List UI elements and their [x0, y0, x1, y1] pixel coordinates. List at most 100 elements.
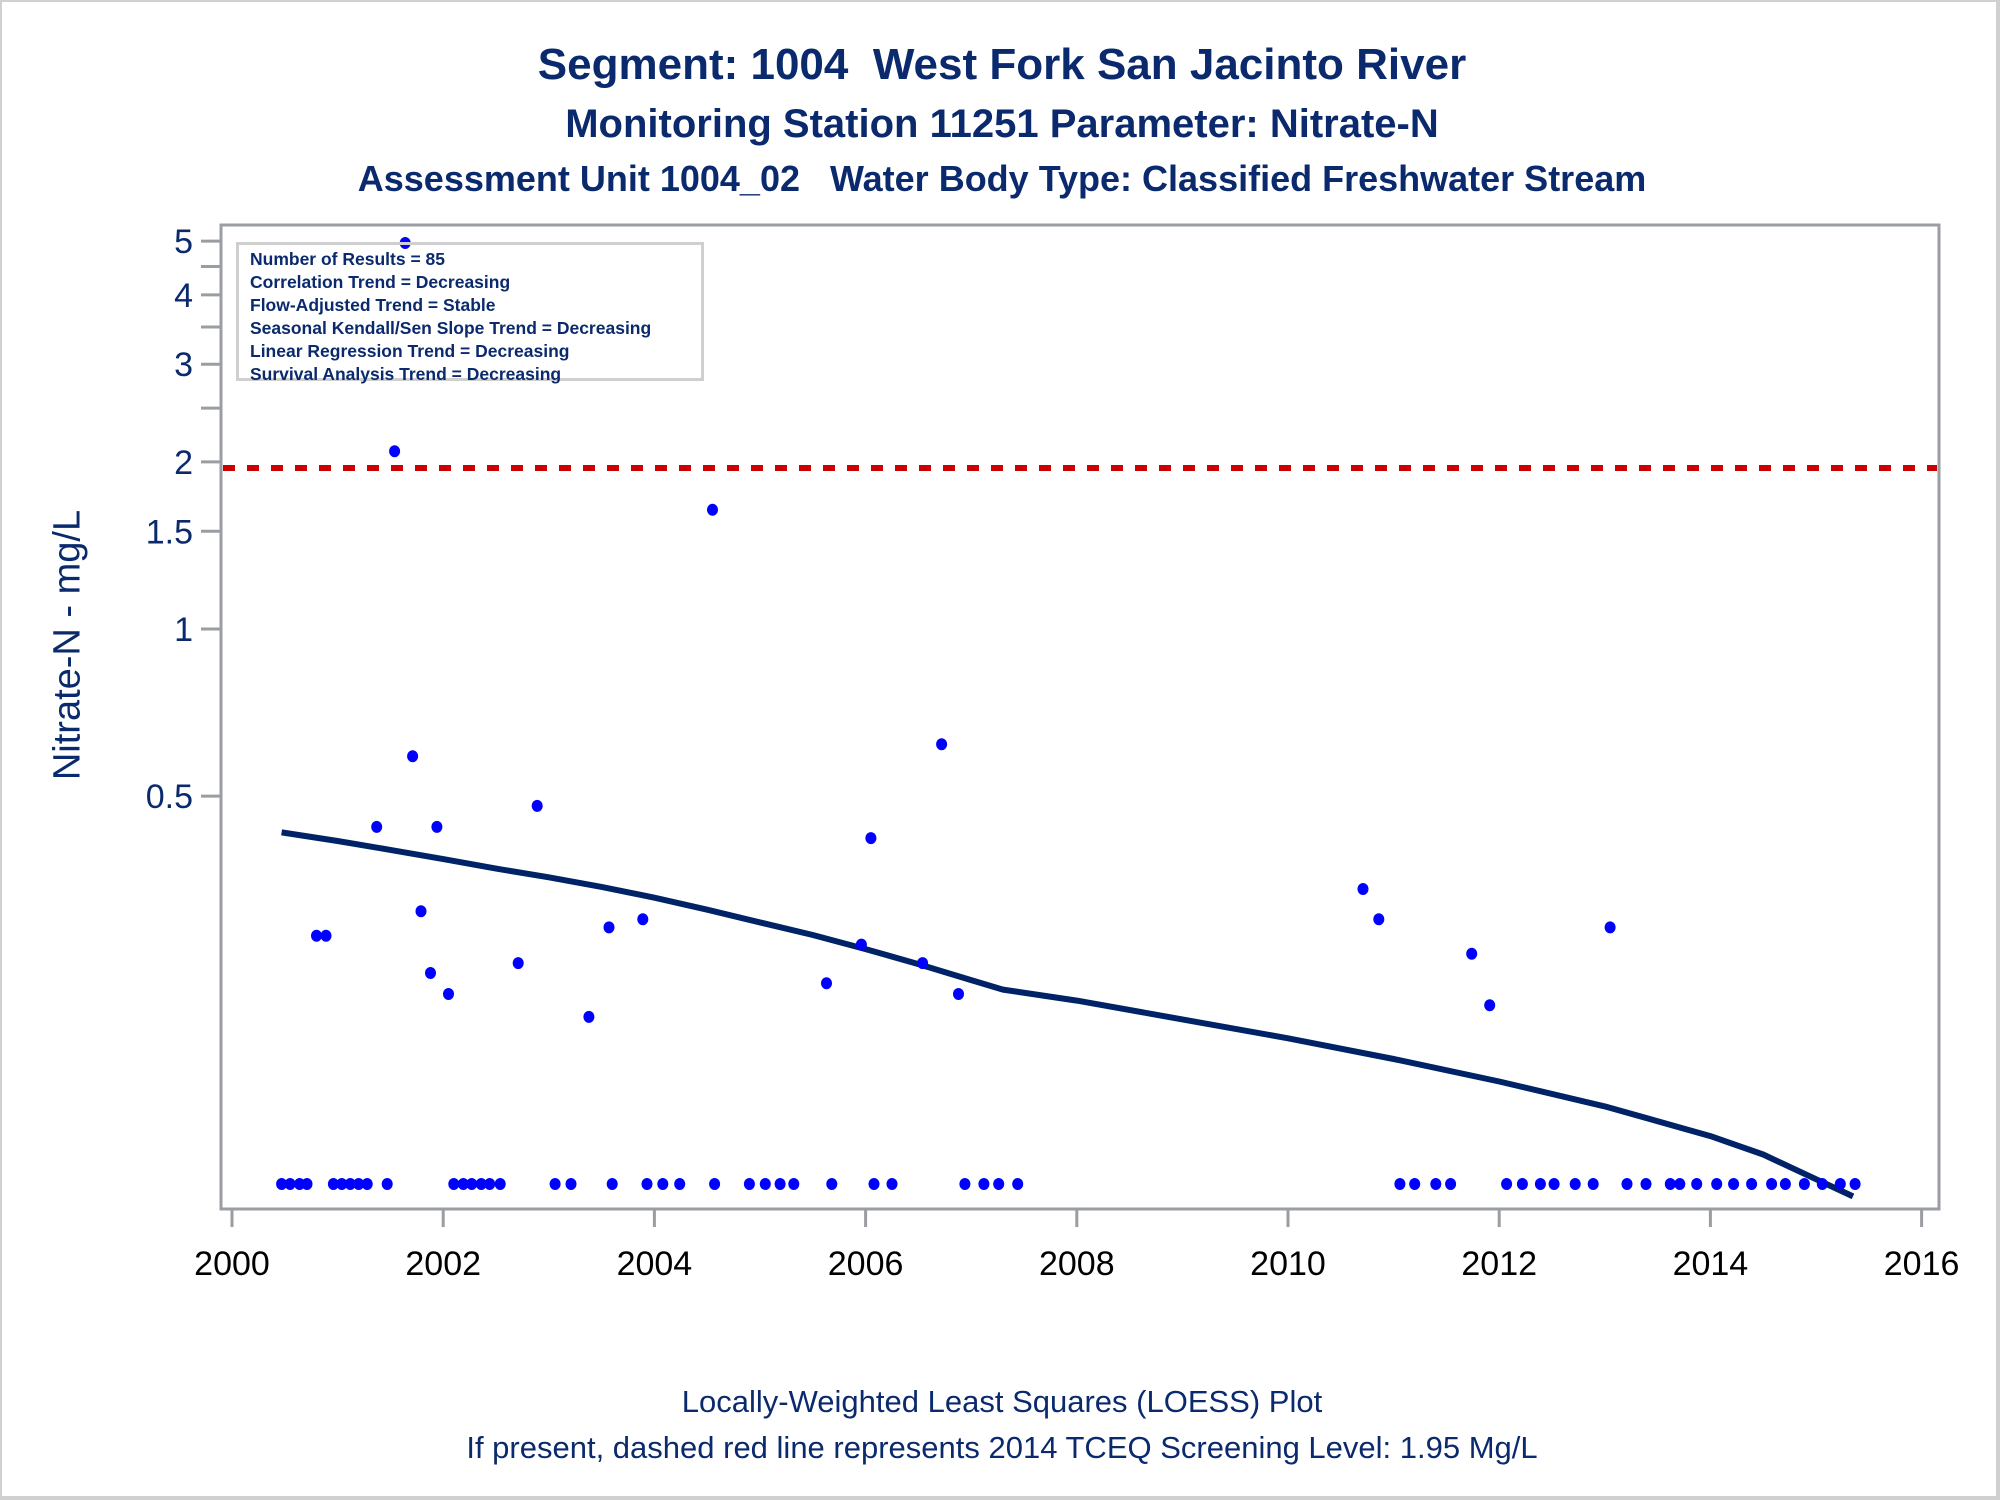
- data-point: [743, 1178, 755, 1190]
- y-tick-label: 0.5: [146, 778, 193, 816]
- stats-legend-box: Number of Results = 85 Correlation Trend…: [236, 242, 704, 384]
- data-point: [407, 750, 419, 763]
- y-tick-label: 3: [174, 346, 193, 384]
- data-point: [320, 929, 332, 942]
- chart-subtitle-station: Monitoring Station 11251 Parameter: Nitr…: [565, 102, 1439, 146]
- y-tick-label: 4: [174, 277, 193, 315]
- data-point: [821, 977, 832, 990]
- data-point: [1373, 913, 1385, 926]
- data-point: [565, 1178, 577, 1190]
- y-tick-label: 2: [174, 444, 193, 482]
- data-point: [301, 1178, 313, 1190]
- data-point: [475, 1178, 487, 1190]
- data-point: [1664, 1178, 1676, 1190]
- data-point: [641, 1178, 653, 1190]
- data-point: [1711, 1178, 1723, 1190]
- data-point: [674, 1178, 686, 1190]
- data-point: [886, 1178, 898, 1190]
- data-point: [512, 957, 524, 970]
- data-point: [1766, 1178, 1778, 1190]
- data-point: [606, 1178, 618, 1190]
- data-point: [1604, 921, 1616, 934]
- data-point: [1691, 1178, 1703, 1190]
- data-point: [788, 1178, 800, 1190]
- data-point: [709, 1178, 721, 1190]
- data-point: [1640, 1178, 1652, 1190]
- data-point: [959, 1178, 971, 1190]
- data-point: [466, 1178, 478, 1190]
- x-tick-label: 2006: [828, 1245, 904, 1283]
- data-point: [353, 1178, 365, 1190]
- x-tick-label: 2014: [1673, 1245, 1749, 1283]
- data-point: [865, 832, 877, 845]
- data-point: [707, 503, 718, 516]
- data-point: [1516, 1178, 1528, 1190]
- legend-survival-analysis-trend: Survival Analysis Trend = Decreasing: [250, 364, 562, 384]
- data-point: [371, 820, 383, 833]
- data-point: [1012, 1178, 1024, 1190]
- data-point: [344, 1178, 356, 1190]
- data-point: [415, 905, 427, 918]
- data-point: [657, 1178, 669, 1190]
- data-point: [1621, 1178, 1633, 1190]
- data-point: [1849, 1178, 1861, 1190]
- chart-subtitle-assessment-unit: Assessment Unit 1004_02 Water Body Type:…: [357, 158, 1647, 199]
- data-point: [494, 1178, 506, 1190]
- data-point: [1569, 1178, 1581, 1190]
- data-point: [1746, 1178, 1758, 1190]
- x-tick-label: 2002: [405, 1245, 481, 1283]
- data-point: [993, 1178, 1005, 1190]
- data-point: [531, 799, 543, 812]
- data-point: [774, 1178, 786, 1190]
- x-tick-label: 2004: [617, 1245, 693, 1283]
- data-point: [826, 1178, 838, 1190]
- y-tick-label: 1.5: [146, 513, 193, 551]
- x-tick-label: 2010: [1250, 1245, 1326, 1283]
- data-point: [855, 938, 867, 951]
- data-point: [978, 1178, 990, 1190]
- data-point: [603, 921, 615, 934]
- data-point: [389, 445, 401, 458]
- y-tick-label: 1: [174, 611, 193, 649]
- footnote-loess: Locally-Weighted Least Squares (LOESS) P…: [681, 1384, 1323, 1419]
- data-point: [443, 988, 454, 1000]
- data-point: [336, 1178, 348, 1190]
- footnote-screening-level: If present, dashed red line represents 2…: [466, 1430, 1538, 1465]
- data-point: [868, 1178, 880, 1190]
- legend-linear-regression-trend: Linear Regression Trend = Decreasing: [250, 341, 570, 361]
- data-point: [381, 1178, 393, 1190]
- data-point: [1548, 1178, 1560, 1190]
- data-point: [448, 1178, 460, 1190]
- data-point: [1430, 1178, 1442, 1190]
- data-point: [1798, 1178, 1810, 1190]
- data-point: [1501, 1178, 1513, 1190]
- data-point: [1816, 1178, 1828, 1190]
- data-point: [1534, 1178, 1546, 1190]
- data-point: [1728, 1178, 1740, 1190]
- legend-flow-adjusted-trend: Flow-Adjusted Trend = Stable: [250, 295, 496, 315]
- data-point: [484, 1178, 496, 1190]
- loess-line: [281, 829, 1855, 1200]
- data-point: [1466, 947, 1478, 960]
- x-tick-label: 2012: [1461, 1245, 1537, 1283]
- x-tick-label: 2000: [194, 1245, 270, 1283]
- x-tick-label: 2016: [1884, 1245, 1960, 1283]
- data-point: [936, 738, 948, 751]
- data-point: [1445, 1178, 1457, 1190]
- legend-number-of-results: Number of Results = 85: [250, 249, 445, 269]
- data-point: [1674, 1178, 1686, 1190]
- data-point: [361, 1178, 373, 1190]
- data-point: [1484, 999, 1496, 1012]
- data-point: [1409, 1178, 1421, 1190]
- legend-seasonal-kendall-trend: Seasonal Kendall/Sen Slope Trend = Decre…: [250, 318, 652, 338]
- data-point: [917, 957, 929, 970]
- data-point: [637, 913, 649, 926]
- data-point: [276, 1178, 288, 1190]
- data-point: [583, 1010, 595, 1023]
- plot-frame: [219, 223, 1941, 1211]
- data-point: [457, 1178, 469, 1190]
- data-point: [1779, 1178, 1791, 1190]
- data-point: [1357, 883, 1369, 895]
